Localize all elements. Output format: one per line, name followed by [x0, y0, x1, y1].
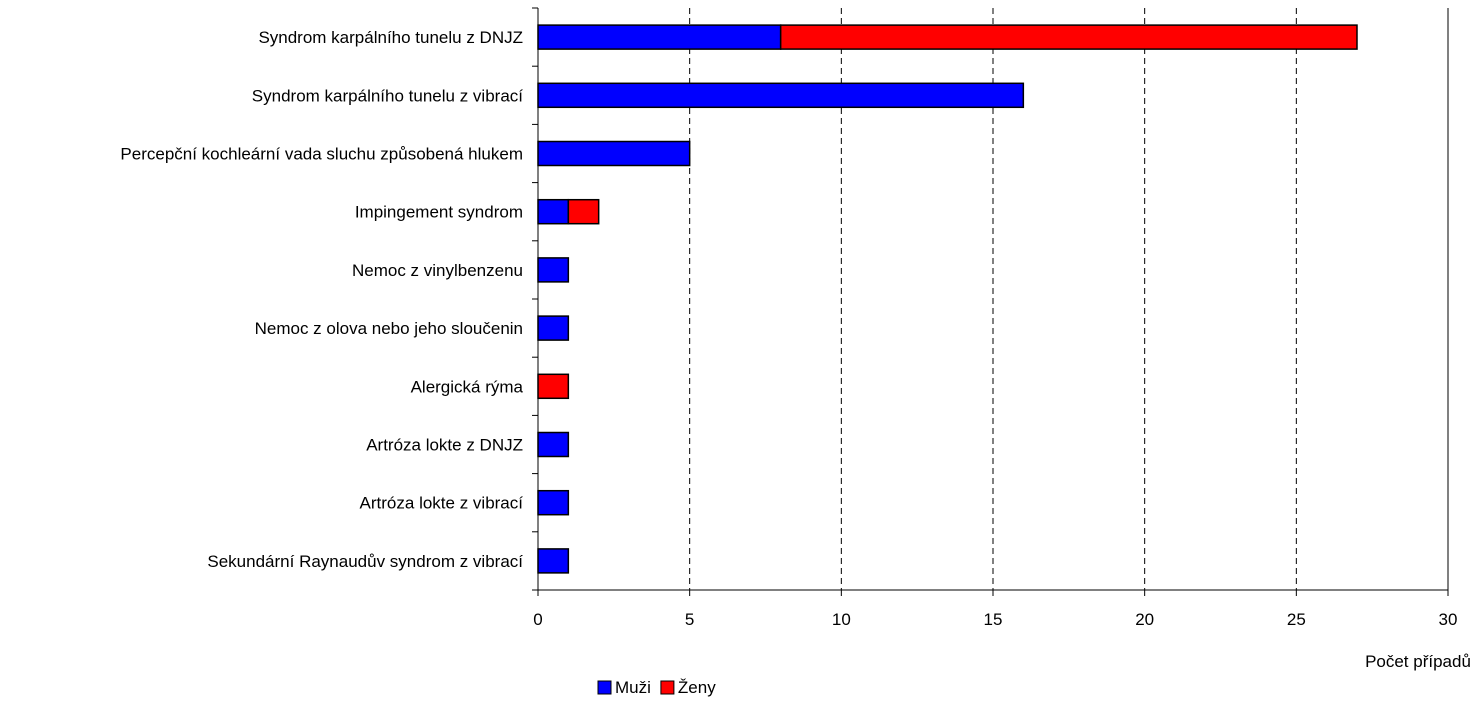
y-category-label: Alergická rýma — [411, 377, 524, 396]
bar-segment — [537, 548, 570, 574]
bar-segment — [779, 24, 1358, 50]
x-tick-label: 0 — [533, 610, 542, 629]
bar-segment — [537, 431, 570, 458]
bar-segment — [537, 489, 570, 516]
bars — [537, 24, 1358, 574]
labels: 0 5 10 15 20 25 30 Syndrom karpálního tunelu z … — [120, 28, 1457, 629]
bar-segment — [537, 373, 570, 400]
axes — [532, 7, 1449, 596]
y-category-label: Nemoc z vinylbenzenu — [352, 261, 523, 280]
x-tick-label: 15 — [984, 610, 1003, 629]
legend-swatch — [660, 680, 675, 695]
x-tick-label: 10 — [832, 610, 851, 629]
y-category-label: Artróza lokte z vibrací — [360, 494, 524, 513]
bar-segment — [537, 257, 570, 283]
y-category-label: Sekundární Raynaudův syndrom z vibrací — [207, 552, 523, 571]
y-category-label: Nemoc z olova nebo jeho sloučenin — [255, 319, 523, 338]
bar-segment — [537, 198, 570, 225]
bar-segment — [537, 24, 782, 50]
legend-label: Ženy — [678, 678, 716, 697]
x-tick-label: 5 — [685, 610, 694, 629]
legend-label: Muži — [615, 678, 651, 697]
y-category-label: Artróza lokte z DNJZ — [366, 436, 523, 455]
legend: Muži Ženy — [597, 678, 716, 697]
x-axis-title: Počet případů — [1365, 652, 1470, 671]
y-category-label: Syndrom karpálního tunelu z vibrací — [252, 86, 523, 105]
bar-segment — [537, 315, 570, 341]
bar-segment — [537, 82, 1025, 109]
legend-swatch — [597, 680, 612, 695]
bar-segment — [537, 140, 691, 167]
x-tick-label: 25 — [1287, 610, 1306, 629]
y-category-label: Percepční kochleární vada sluchu způsobe… — [120, 145, 523, 164]
bar-segment — [567, 198, 600, 225]
y-category-label: Syndrom karpálního tunelu z DNJZ — [258, 28, 523, 47]
x-tick-label: 20 — [1135, 610, 1154, 629]
x-tick-label: 30 — [1439, 610, 1458, 629]
y-category-label: Impingement syndrom — [355, 203, 523, 222]
